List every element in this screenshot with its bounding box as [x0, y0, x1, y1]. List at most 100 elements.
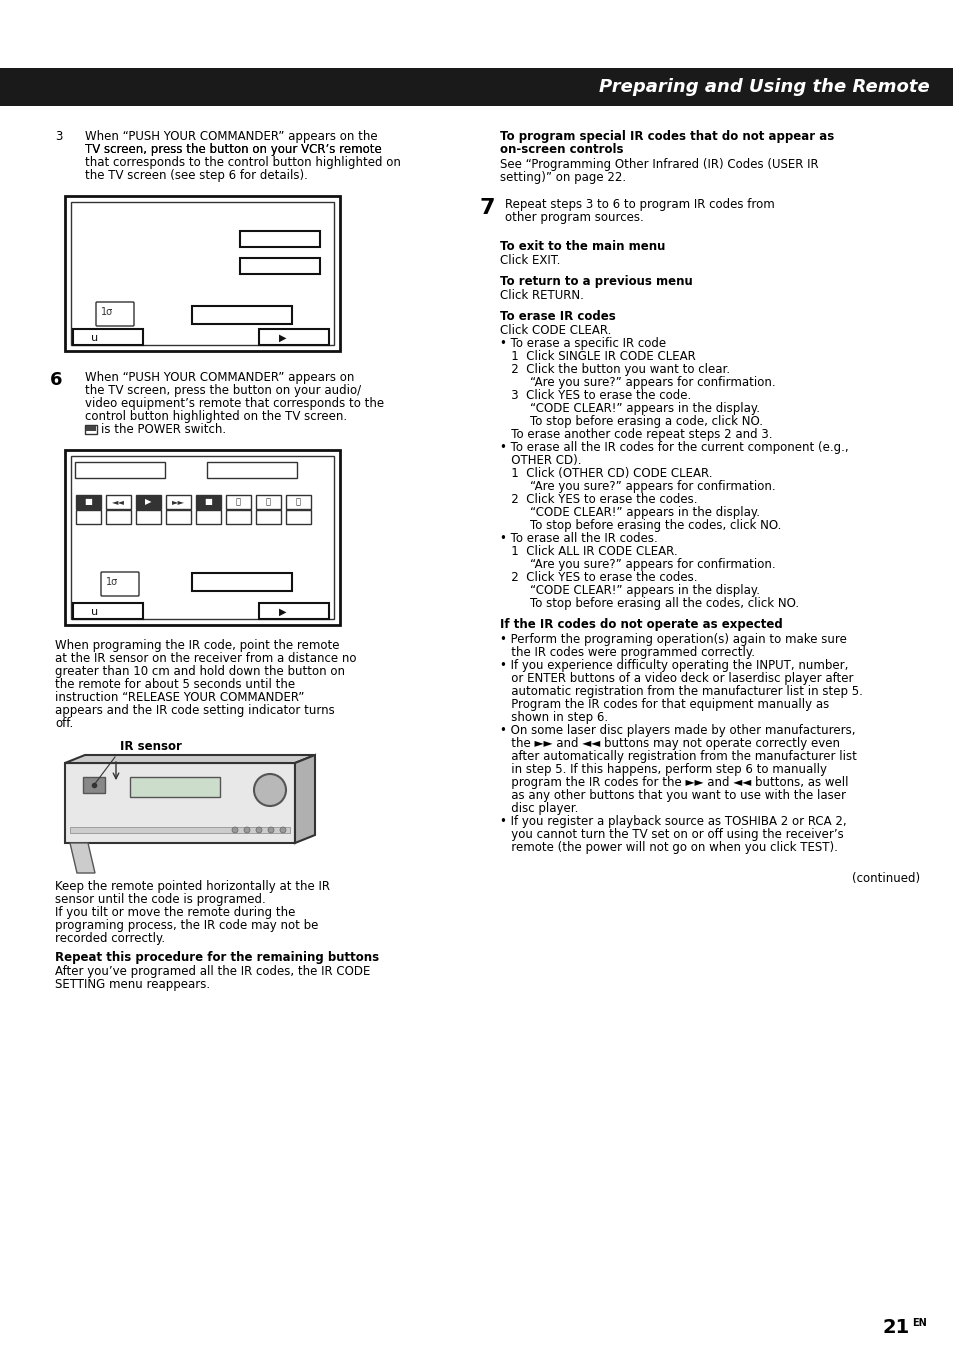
Bar	[76, 509, 101, 524]
Text: other program sources.: other program sources.	[504, 211, 643, 224]
Text: 1  Click SINGLE IR CODE CLEAR: 1 Click SINGLE IR CODE CLEAR	[499, 350, 695, 363]
Bar	[255, 509, 281, 524]
Text: u: u	[91, 332, 98, 343]
Text: If you tilt or move the remote during the: If you tilt or move the remote during th…	[55, 907, 295, 919]
Text: SETTING menu reappears.: SETTING menu reappears.	[55, 978, 210, 992]
Text: To erase IR codes: To erase IR codes	[499, 309, 615, 323]
Text: 1  Click ALL IR CODE CLEAR.: 1 Click ALL IR CODE CLEAR.	[499, 544, 677, 558]
Text: • To erase a specific IR code: • To erase a specific IR code	[499, 336, 665, 350]
Text: 7: 7	[479, 199, 495, 218]
Text: program the IR codes for the ►► and ◄◄ buttons, as well: program the IR codes for the ►► and ◄◄ b…	[499, 775, 847, 789]
Bar	[195, 509, 221, 524]
Text: 3  Click YES to erase the code.: 3 Click YES to erase the code.	[499, 389, 691, 403]
Text: • If you experience difficulty operating the INPUT, number,: • If you experience difficulty operating…	[499, 659, 847, 671]
Bar	[70, 827, 290, 834]
Text: shown in step 6.: shown in step 6.	[499, 711, 607, 724]
Text: automatic registration from the manufacturer list in step 5.: automatic registration from the manufact…	[499, 685, 862, 698]
Bar	[286, 509, 311, 524]
Text: “CODE CLEAR!” appears in the display.: “CODE CLEAR!” appears in the display.	[499, 507, 760, 519]
Bar	[73, 603, 143, 619]
Text: as any other buttons that you want to use with the laser: as any other buttons that you want to us…	[499, 789, 845, 802]
Bar	[240, 258, 319, 274]
Bar	[75, 462, 165, 478]
Bar	[166, 494, 191, 509]
Bar	[130, 777, 220, 797]
Text: the ►► and ◄◄ buttons may not operate correctly even: the ►► and ◄◄ buttons may not operate co…	[499, 738, 840, 750]
Text: “Are you sure?” appears for confirmation.: “Are you sure?” appears for confirmation…	[499, 558, 775, 571]
Text: u: u	[91, 607, 98, 617]
Text: on-screen controls: on-screen controls	[499, 143, 623, 155]
Text: sensor until the code is programed.: sensor until the code is programed.	[55, 893, 266, 907]
Text: • Perform the programing operation(s) again to make sure: • Perform the programing operation(s) ag…	[499, 634, 846, 646]
Bar	[258, 330, 329, 345]
Text: 1  Click (OTHER CD) CODE CLEAR.: 1 Click (OTHER CD) CODE CLEAR.	[499, 467, 712, 480]
Text: after automatically registration from the manufacturer list: after automatically registration from th…	[499, 750, 856, 763]
Text: • On some laser disc players made by other manufacturers,: • On some laser disc players made by oth…	[499, 724, 855, 738]
Text: ⏭: ⏭	[295, 497, 300, 507]
Text: When “PUSH YOUR COMMANDER” appears on the: When “PUSH YOUR COMMANDER” appears on th…	[85, 130, 377, 143]
Text: When “PUSH YOUR COMMANDER” appears on: When “PUSH YOUR COMMANDER” appears on	[85, 372, 354, 384]
Text: To stop before erasing the codes, click NO.: To stop before erasing the codes, click …	[499, 519, 781, 532]
Text: Keep the remote pointed horizontally at the IR: Keep the remote pointed horizontally at …	[55, 880, 330, 893]
Text: TV screen, press the button on your VCR’s remote: TV screen, press the button on your VCR’…	[85, 143, 381, 155]
Bar	[106, 494, 131, 509]
Text: See “Programming Other Infrared (IR) Codes (USER IR: See “Programming Other Infrared (IR) Cod…	[499, 158, 818, 172]
Polygon shape	[294, 755, 314, 843]
Text: To exit to the main menu: To exit to the main menu	[499, 240, 664, 253]
Bar	[136, 494, 161, 509]
Text: at the IR sensor on the receiver from a distance no: at the IR sensor on the receiver from a …	[55, 653, 356, 665]
Text: recorded correctly.: recorded correctly.	[55, 932, 165, 944]
Text: • If you register a playback source as TOSHIBA 2 or RCA 2,: • If you register a playback source as T…	[499, 815, 845, 828]
Text: To stop before erasing a code, click NO.: To stop before erasing a code, click NO.	[499, 415, 762, 428]
Text: programing process, the IR code may not be: programing process, the IR code may not …	[55, 919, 318, 932]
Text: To program special IR codes that do not appear as: To program special IR codes that do not …	[499, 130, 833, 143]
Text: remote (the power will not go on when you click TEST).: remote (the power will not go on when yo…	[499, 842, 837, 854]
Bar	[0, 68, 953, 105]
Text: Repeat this procedure for the remaining buttons: Repeat this procedure for the remaining …	[55, 951, 378, 965]
Text: instruction “RELEASE YOUR COMMANDER”: instruction “RELEASE YOUR COMMANDER”	[55, 690, 304, 704]
Text: “Are you sure?” appears for confirmation.: “Are you sure?” appears for confirmation…	[499, 376, 775, 389]
Text: 1σ: 1σ	[106, 577, 118, 586]
Bar	[255, 494, 281, 509]
Bar	[136, 509, 161, 524]
Text: is the POWER switch.: is the POWER switch.	[101, 423, 226, 436]
Text: or ENTER buttons of a video deck or laserdisc player after: or ENTER buttons of a video deck or lase…	[499, 671, 853, 685]
Text: ◄◄: ◄◄	[112, 497, 125, 507]
Text: the TV screen (see step 6 for details).: the TV screen (see step 6 for details).	[85, 169, 308, 182]
Circle shape	[268, 827, 274, 834]
Bar	[192, 573, 292, 590]
Bar	[106, 509, 131, 524]
Bar	[73, 330, 143, 345]
Text: To return to a previous menu: To return to a previous menu	[499, 276, 692, 288]
Text: ▶: ▶	[278, 332, 286, 343]
Text: 1σ: 1σ	[101, 307, 113, 317]
Text: “CODE CLEAR!” appears in the display.: “CODE CLEAR!” appears in the display.	[499, 403, 760, 415]
Text: control button highlighted on the TV screen.: control button highlighted on the TV scr…	[85, 409, 347, 423]
Text: Program the IR codes for that equipment manually as: Program the IR codes for that equipment …	[499, 698, 828, 711]
Bar	[226, 509, 251, 524]
Text: 2  Click YES to erase the codes.: 2 Click YES to erase the codes.	[499, 493, 697, 507]
Text: After you’ve programed all the IR codes, the IR CODE: After you’ve programed all the IR codes,…	[55, 965, 370, 978]
Text: the remote for about 5 seconds until the: the remote for about 5 seconds until the	[55, 678, 294, 690]
Bar	[166, 509, 191, 524]
Bar	[258, 603, 329, 619]
Text: appears and the IR code setting indicator turns: appears and the IR code setting indicato…	[55, 704, 335, 717]
Text: ▶: ▶	[145, 497, 152, 507]
Bar	[65, 763, 294, 843]
Text: that corresponds to the control button highlighted on: that corresponds to the control button h…	[85, 155, 400, 169]
Circle shape	[280, 827, 286, 834]
Bar	[85, 426, 97, 434]
Text: To erase another code repeat steps 2 and 3.: To erase another code repeat steps 2 and…	[499, 428, 772, 440]
Text: 6: 6	[50, 372, 63, 389]
Text: Click RETURN.: Click RETURN.	[499, 289, 583, 303]
Text: Preparing and Using the Remote: Preparing and Using the Remote	[598, 78, 929, 96]
Text: ▶: ▶	[278, 607, 286, 617]
Bar	[86, 426, 96, 431]
Text: video equipment’s remote that corresponds to the: video equipment’s remote that correspond…	[85, 397, 384, 409]
Bar	[192, 305, 292, 324]
Text: 3: 3	[55, 130, 62, 143]
Circle shape	[244, 827, 250, 834]
Text: ⏮: ⏮	[265, 497, 271, 507]
Text: the IR codes were programmed correctly.: the IR codes were programmed correctly.	[499, 646, 754, 659]
Polygon shape	[70, 843, 95, 873]
